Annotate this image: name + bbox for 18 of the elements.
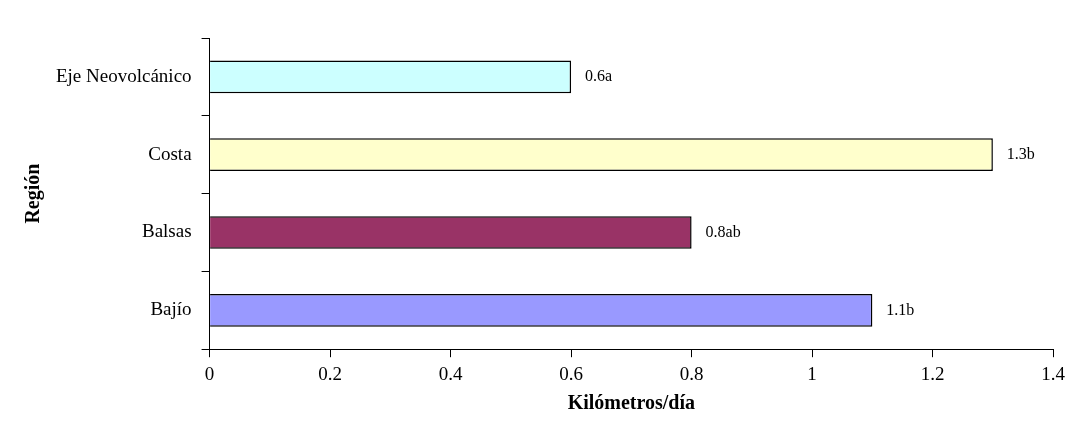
x-tick-label: 1 xyxy=(807,362,817,384)
x-tick-label: 0 xyxy=(204,362,215,384)
x-axis-title: Kilómetros/día xyxy=(567,391,696,414)
data-label: 0.6a xyxy=(585,67,613,85)
x-tick-label: 0.8 xyxy=(679,362,704,384)
data-label: 0.8ab xyxy=(705,222,741,240)
y-tick-label: Balsas xyxy=(141,220,192,242)
x-tick-label: 0.2 xyxy=(318,362,342,384)
x-tick-label: 0.4 xyxy=(438,362,463,384)
y-tick-label: Costa xyxy=(148,142,193,164)
x-tick-label: 0.6 xyxy=(559,362,583,384)
data-label: 1.1b xyxy=(886,300,915,318)
y-tick-label: Bajío xyxy=(150,298,192,320)
y-tick-label: Eje Neovolcánico xyxy=(55,64,192,86)
y-axis-title: Región xyxy=(21,163,45,224)
data-label: 1.3b xyxy=(1006,144,1035,162)
x-tick-label: 1.2 xyxy=(920,362,945,384)
x-tick-label: 1.4 xyxy=(1041,362,1066,384)
